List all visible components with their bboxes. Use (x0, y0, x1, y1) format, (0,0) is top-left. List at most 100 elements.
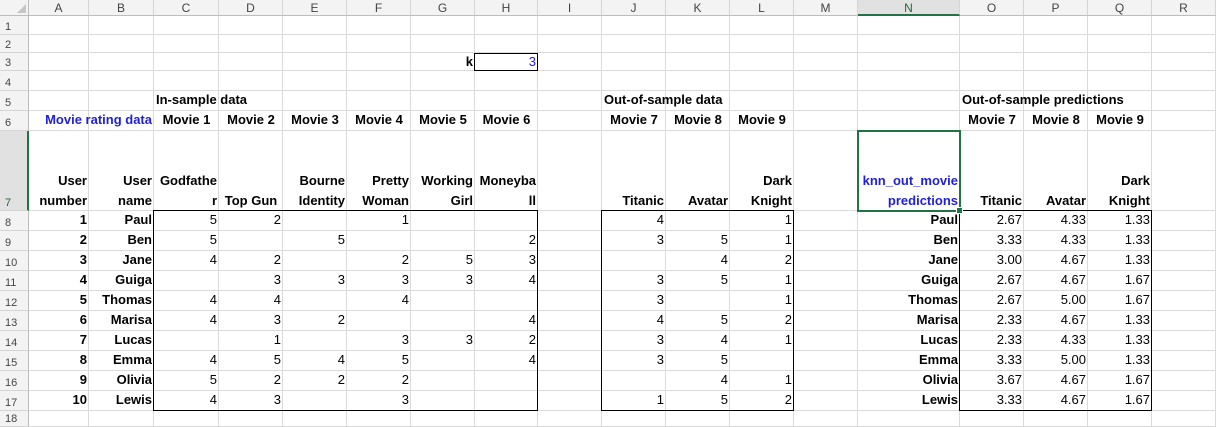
prediction-value[interactable]: 2.67 (996, 212, 1022, 227)
in-rating[interactable]: 2 (337, 312, 345, 327)
prediction-label[interactable]: knn_out_movie predictions (858, 131, 960, 211)
in-movie-header[interactable]: Movie 5 (419, 112, 467, 127)
out-rating[interactable]: 3 (656, 232, 664, 247)
column-header-m[interactable]: M (794, 0, 858, 16)
column-header-b[interactable]: B (89, 0, 154, 16)
in-rating[interactable]: 4 (528, 312, 536, 327)
pred-user-name[interactable]: Lewis (921, 392, 958, 407)
out-rating[interactable]: 1 (784, 212, 792, 227)
in-rating[interactable]: 5 (209, 232, 217, 247)
out-rating[interactable]: 4 (656, 212, 664, 227)
pred-movie-header[interactable]: Movie 9 (1096, 112, 1144, 127)
column-header-g[interactable]: G (411, 0, 475, 16)
row-header-13[interactable]: 13 (0, 311, 29, 331)
in-rating[interactable]: 3 (401, 272, 409, 287)
user-name[interactable]: Lewis (115, 392, 152, 407)
in-rating[interactable] (411, 291, 475, 311)
out-rating[interactable] (666, 291, 730, 311)
out-rating[interactable] (666, 211, 730, 231)
in-rating[interactable] (154, 331, 219, 351)
pred-movie-header[interactable]: Movie 7 (968, 112, 1016, 127)
in-rating[interactable]: 5 (401, 352, 409, 367)
pred-user-name[interactable]: Olivia (922, 372, 958, 387)
in-rating[interactable]: 3 (528, 252, 536, 267)
in-rating[interactable]: 2 (273, 372, 281, 387)
out-rating[interactable]: 1 (784, 292, 792, 307)
pred-movie-title[interactable]: Dark Knight (1088, 131, 1152, 211)
pred-movie-header[interactable]: Movie 8 (1032, 112, 1080, 127)
out-rating[interactable]: 3 (656, 332, 664, 347)
prediction-value[interactable]: 5.00 (1060, 352, 1086, 367)
in-rating[interactable]: 2 (528, 232, 536, 247)
column-header-q[interactable]: Q (1088, 0, 1152, 16)
column-header-r[interactable]: R (1152, 0, 1216, 16)
out-rating[interactable]: 3 (656, 292, 664, 307)
in-rating[interactable] (411, 371, 475, 391)
column-header-d[interactable]: D (219, 0, 283, 16)
pred-movie-title[interactable]: Titanic (960, 131, 1024, 211)
out-rating[interactable]: 4 (720, 332, 728, 347)
prediction-value[interactable]: 2.33 (996, 312, 1022, 327)
in-rating[interactable]: 4 (209, 392, 217, 407)
out-rating[interactable]: 1 (784, 232, 792, 247)
in-rating[interactable]: 4 (528, 272, 536, 287)
user-name[interactable]: Paul (124, 212, 152, 227)
in-rating[interactable]: 4 (209, 352, 217, 367)
prediction-value[interactable]: 4.33 (1060, 232, 1086, 247)
in-rating[interactable]: 4 (209, 252, 217, 267)
prediction-value[interactable]: 5.00 (1060, 292, 1086, 307)
out-movie-title[interactable]: Dark Knight (730, 131, 794, 211)
out-rating[interactable]: 4 (656, 312, 664, 327)
column-header-p[interactable]: P (1024, 0, 1088, 16)
in-rating[interactable]: 4 (273, 292, 281, 307)
row-header-15[interactable]: 15 (0, 351, 29, 371)
user-number[interactable]: 1 (79, 212, 87, 227)
prediction-value[interactable]: 3.33 (996, 232, 1022, 247)
in-rating[interactable] (219, 231, 283, 251)
out-movie-header[interactable]: Movie 7 (610, 112, 658, 127)
user-number[interactable]: 4 (79, 272, 87, 287)
in-rating[interactable] (283, 331, 347, 351)
row-header-1[interactable]: 1 (0, 16, 29, 35)
in-movie-title[interactable]: Pretty Woman (347, 131, 411, 211)
column-header-n[interactable]: N (858, 0, 960, 16)
prediction-value[interactable]: 1.67 (1124, 372, 1150, 387)
prediction-value[interactable]: 3.00 (996, 252, 1022, 267)
in-rating[interactable]: 4 (337, 352, 345, 367)
out-rating[interactable]: 3 (656, 352, 664, 367)
pred-user-name[interactable]: Guiga (921, 272, 958, 287)
row-header-12[interactable]: 12 (0, 291, 29, 311)
in-rating[interactable]: 3 (401, 332, 409, 347)
row-header-11[interactable]: 11 (0, 271, 29, 291)
out-rating[interactable]: 2 (784, 392, 792, 407)
prediction-value[interactable]: 4.67 (1060, 392, 1086, 407)
column-header-c[interactable]: C (154, 0, 219, 16)
out-movie-title[interactable]: Titanic (602, 131, 666, 211)
in-rating[interactable]: 2 (401, 252, 409, 267)
in-rating[interactable] (154, 271, 219, 291)
in-rating[interactable]: 4 (209, 292, 217, 307)
in-rating[interactable]: 5 (209, 372, 217, 387)
user-number[interactable]: 5 (79, 292, 87, 307)
in-rating[interactable] (283, 251, 347, 271)
out-rating[interactable]: 5 (720, 272, 728, 287)
in-rating[interactable] (411, 311, 475, 331)
in-rating[interactable] (411, 351, 475, 371)
user-name[interactable]: Thomas (102, 292, 152, 307)
in-rating[interactable]: 2 (273, 212, 281, 227)
select-all-corner[interactable] (0, 0, 29, 16)
in-movie-title[interactable]: Bourne Identity (283, 131, 347, 211)
prediction-value[interactable]: 1.33 (1124, 332, 1150, 347)
prediction-value[interactable]: 1.67 (1124, 392, 1150, 407)
k-label[interactable]: k (465, 54, 473, 69)
user-number[interactable]: 6 (79, 312, 87, 327)
pred-user-name[interactable]: Emma (918, 352, 958, 367)
user-number[interactable]: 9 (79, 372, 87, 387)
prediction-value[interactable]: 1.33 (1124, 252, 1150, 267)
prediction-value[interactable]: 1.67 (1124, 292, 1150, 307)
pred-user-name[interactable]: Jane (928, 252, 958, 267)
out-rating[interactable]: 1 (784, 372, 792, 387)
pred-user-name[interactable]: Ben (933, 232, 958, 247)
out-rating[interactable]: 3 (656, 272, 664, 287)
